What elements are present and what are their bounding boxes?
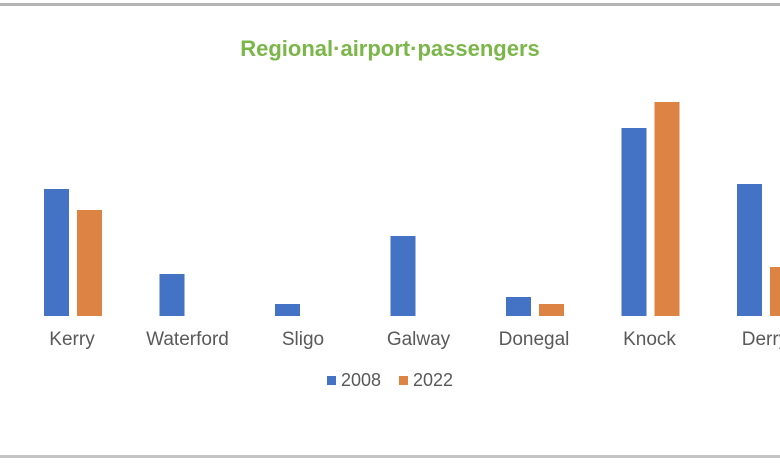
bar-derry-2022	[770, 267, 780, 316]
legend-item-2008: 2008	[326, 370, 381, 391]
top-border	[0, 3, 780, 6]
chart-title: Regional·airport·passengers	[240, 36, 540, 61]
bar-sligo-2008	[275, 304, 300, 316]
x-tick-label-donegal: Donegal	[499, 329, 570, 350]
legend-swatch-2008	[326, 376, 336, 385]
bar-knock-2008	[621, 128, 647, 316]
bar-knock-2022	[654, 102, 680, 316]
legend: 2008 2022	[0, 370, 780, 391]
x-tick-label-derry: Derry	[742, 329, 780, 350]
bar-donegal-2022	[539, 304, 564, 316]
legend-item-2022: 2022	[399, 370, 453, 391]
x-tick-label-knock: Knock	[623, 329, 676, 350]
bar-kerry-2022	[77, 210, 102, 316]
x-tick-label-sligo: Sligo	[282, 329, 324, 350]
bar-galway-2008	[390, 236, 416, 316]
bar-derry-2008	[737, 184, 762, 316]
bar-kerry-2008	[44, 189, 69, 316]
legend-label-2008: 2008	[340, 370, 381, 390]
x-tick-label-kerry: Kerry	[49, 329, 95, 350]
x-tick-label-waterford: Waterford	[146, 329, 229, 350]
bar-donegal-2008	[506, 297, 531, 316]
x-tick-label-galway: Galway	[387, 329, 451, 350]
bar-waterford-2008	[159, 274, 185, 316]
legend-swatch-2022	[399, 376, 408, 385]
legend-label-2022: 2022	[413, 370, 454, 390]
bottom-border	[0, 455, 780, 458]
